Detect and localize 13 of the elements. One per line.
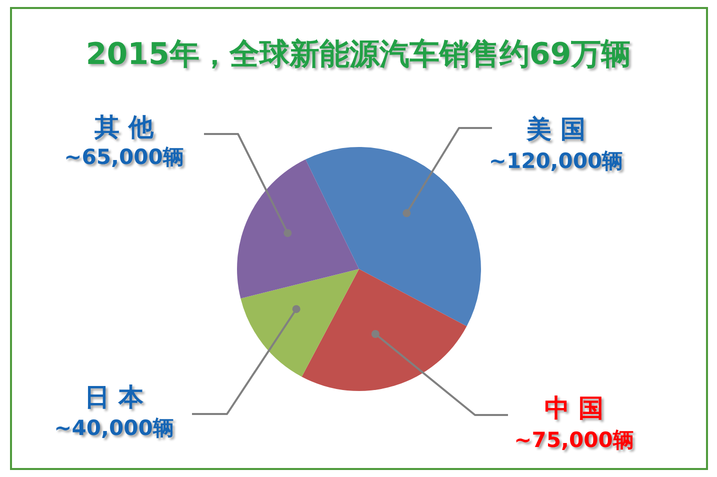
pie-slice <box>237 159 359 299</box>
slice-label: 其 他 <box>94 112 154 142</box>
data-label: ~120,000辆 <box>488 149 624 173</box>
data-label: ~75,000辆 <box>514 428 634 452</box>
pie-slice <box>240 269 359 377</box>
pie-slice <box>302 269 467 391</box>
data-label: ~65,000辆 <box>64 145 184 169</box>
pie-slice <box>306 147 481 326</box>
slice-label: 中 国 <box>544 394 604 422</box>
chart-title: 2015年，全球新能源汽车销售约69万辆 <box>86 37 632 72</box>
slice-label: 美 国 <box>526 114 586 144</box>
slice-label: 日 本 <box>84 382 144 412</box>
data-label: ~40,000辆 <box>54 416 174 440</box>
